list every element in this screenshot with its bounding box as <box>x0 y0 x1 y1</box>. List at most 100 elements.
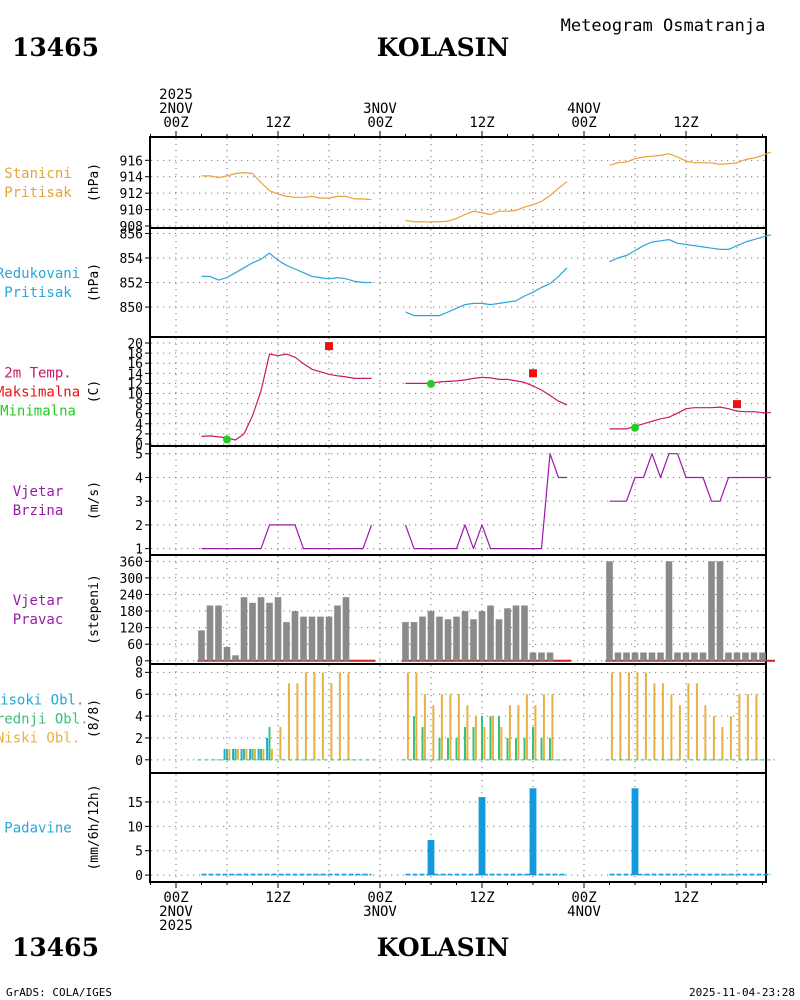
time-label-bottom: 3NOV <box>363 904 397 920</box>
y-tick-label: 20 <box>127 337 143 352</box>
time-label-top: 12Z <box>469 115 494 131</box>
reduced-pressure-series-line <box>405 267 568 317</box>
cloud-cover-bar <box>644 672 647 760</box>
y-tick-label: 300 <box>120 572 143 587</box>
y-tick-label: 8 <box>135 398 143 413</box>
y-tick-label: 2 <box>135 428 143 443</box>
wind-direction-bar <box>291 611 299 661</box>
cloud-cover-bar <box>549 738 551 760</box>
cloud-cover-bar <box>260 748 262 760</box>
wind-direction-bar <box>206 605 214 661</box>
max-temp-marker <box>733 400 741 409</box>
y-tick-label: 120 <box>120 622 143 637</box>
wind-direction-bar <box>504 608 511 661</box>
cloud-cover-bar <box>223 748 226 760</box>
cloud-cover-bar <box>508 705 511 760</box>
wind-direction-bar <box>444 619 452 661</box>
cloud-cover-bar <box>413 716 415 760</box>
cloud-cover-bar <box>472 727 475 760</box>
cloud-cover-bar <box>653 683 656 760</box>
cloud-cover-bar <box>695 683 698 760</box>
panel-label: Brzina <box>13 503 64 519</box>
wind-direction-bar <box>240 597 248 661</box>
cloud-cover-bar <box>287 683 290 760</box>
cloud-cover-bar <box>540 738 543 760</box>
y-tick-label: 3 <box>135 495 143 510</box>
wind-direction-bar <box>274 597 282 661</box>
y-tick-label: 6 <box>135 408 143 423</box>
cloud-cover-bar <box>746 694 749 760</box>
cloud-cover-bar <box>347 672 350 760</box>
wind-direction-bar <box>623 652 630 661</box>
cloud-cover-bar <box>704 705 707 760</box>
plot-frame <box>149 136 767 883</box>
wind-direction-bar <box>674 652 681 661</box>
panel-label: Padavine <box>4 821 71 837</box>
wind-direction-bar <box>223 647 231 661</box>
cloud-cover-bar <box>738 694 741 760</box>
cloud-cover-bar <box>245 748 248 760</box>
cloud-cover-bar <box>506 738 509 760</box>
panel-label: Pritisak <box>4 185 72 201</box>
wind-direction-bar <box>249 602 256 661</box>
wind-direction-bar <box>546 652 554 661</box>
cloud-cover-bar <box>304 672 307 760</box>
cloud-cover-bar <box>243 748 245 760</box>
cloud-cover-bar <box>423 694 426 760</box>
cloud-cover-bar <box>440 694 443 760</box>
wind-direction-bar <box>419 616 426 661</box>
precipitation-bar <box>529 788 537 876</box>
cloud-cover-bar <box>266 738 269 760</box>
cloud-cover-bar <box>483 727 486 760</box>
wind-direction-bar <box>742 652 749 661</box>
cloud-cover-bar <box>330 683 333 760</box>
wind-direction-bar <box>470 619 477 661</box>
y-tick-label: 2 <box>135 519 143 534</box>
y-tick-label: 910 <box>120 204 143 219</box>
cloud-cover-bar <box>236 748 239 760</box>
cloud-cover-bar <box>627 672 630 760</box>
station-id-bottom: 13465 <box>12 933 99 962</box>
wind-direction-bar <box>453 616 460 661</box>
wind-direction-bar <box>631 652 639 661</box>
y-tick-label: 4 <box>135 471 143 486</box>
cloud-cover-bar <box>636 672 639 760</box>
wind-direction-bar <box>257 597 265 661</box>
time-label-top: 12Z <box>265 115 290 131</box>
cloud-cover-bar <box>313 672 316 760</box>
wind-direction-bar <box>342 597 350 661</box>
y-tick-label: 854 <box>120 252 144 267</box>
wind-direction-bar <box>283 622 290 661</box>
wind-direction-bar <box>436 616 443 661</box>
cloud-cover-bar <box>542 694 545 760</box>
panel-label: Srednji Obl. <box>0 712 89 728</box>
cloud-cover-bar <box>406 672 409 760</box>
min-temp-marker <box>631 423 639 432</box>
y-tick-label: 0 <box>135 438 143 453</box>
cloud-cover-bar <box>474 716 477 760</box>
y-tick-label: 15 <box>127 796 143 811</box>
y-axis-label: (mm/6h/12h) <box>87 784 102 870</box>
wind-direction-bar <box>427 611 435 661</box>
y-tick-label: 1 <box>135 543 143 558</box>
y-axis-label: (hPa) <box>87 163 102 202</box>
y-tick-label: 850 <box>120 301 143 316</box>
wind-direction-bar <box>308 616 316 661</box>
cloud-cover-bar <box>234 748 237 760</box>
cloud-cover-bar <box>551 694 554 760</box>
wind-direction-bar <box>478 611 486 661</box>
cloud-cover-bar <box>678 705 681 760</box>
wind-direction-bar <box>691 652 698 661</box>
min-temp-marker <box>223 435 231 444</box>
wind-direction-bar <box>657 652 664 661</box>
reduced-pressure-series-line <box>201 252 372 284</box>
y-tick-label: 2 <box>135 732 143 747</box>
y-axis-label: (C) <box>87 380 102 403</box>
y-tick-label: 852 <box>120 277 143 292</box>
wind-direction-bar <box>648 652 656 661</box>
cloud-cover-bar <box>523 738 526 760</box>
station-pressure-series-line <box>609 151 772 166</box>
wind-direction-bar <box>334 605 341 661</box>
cloud-cover-bar <box>525 694 528 760</box>
